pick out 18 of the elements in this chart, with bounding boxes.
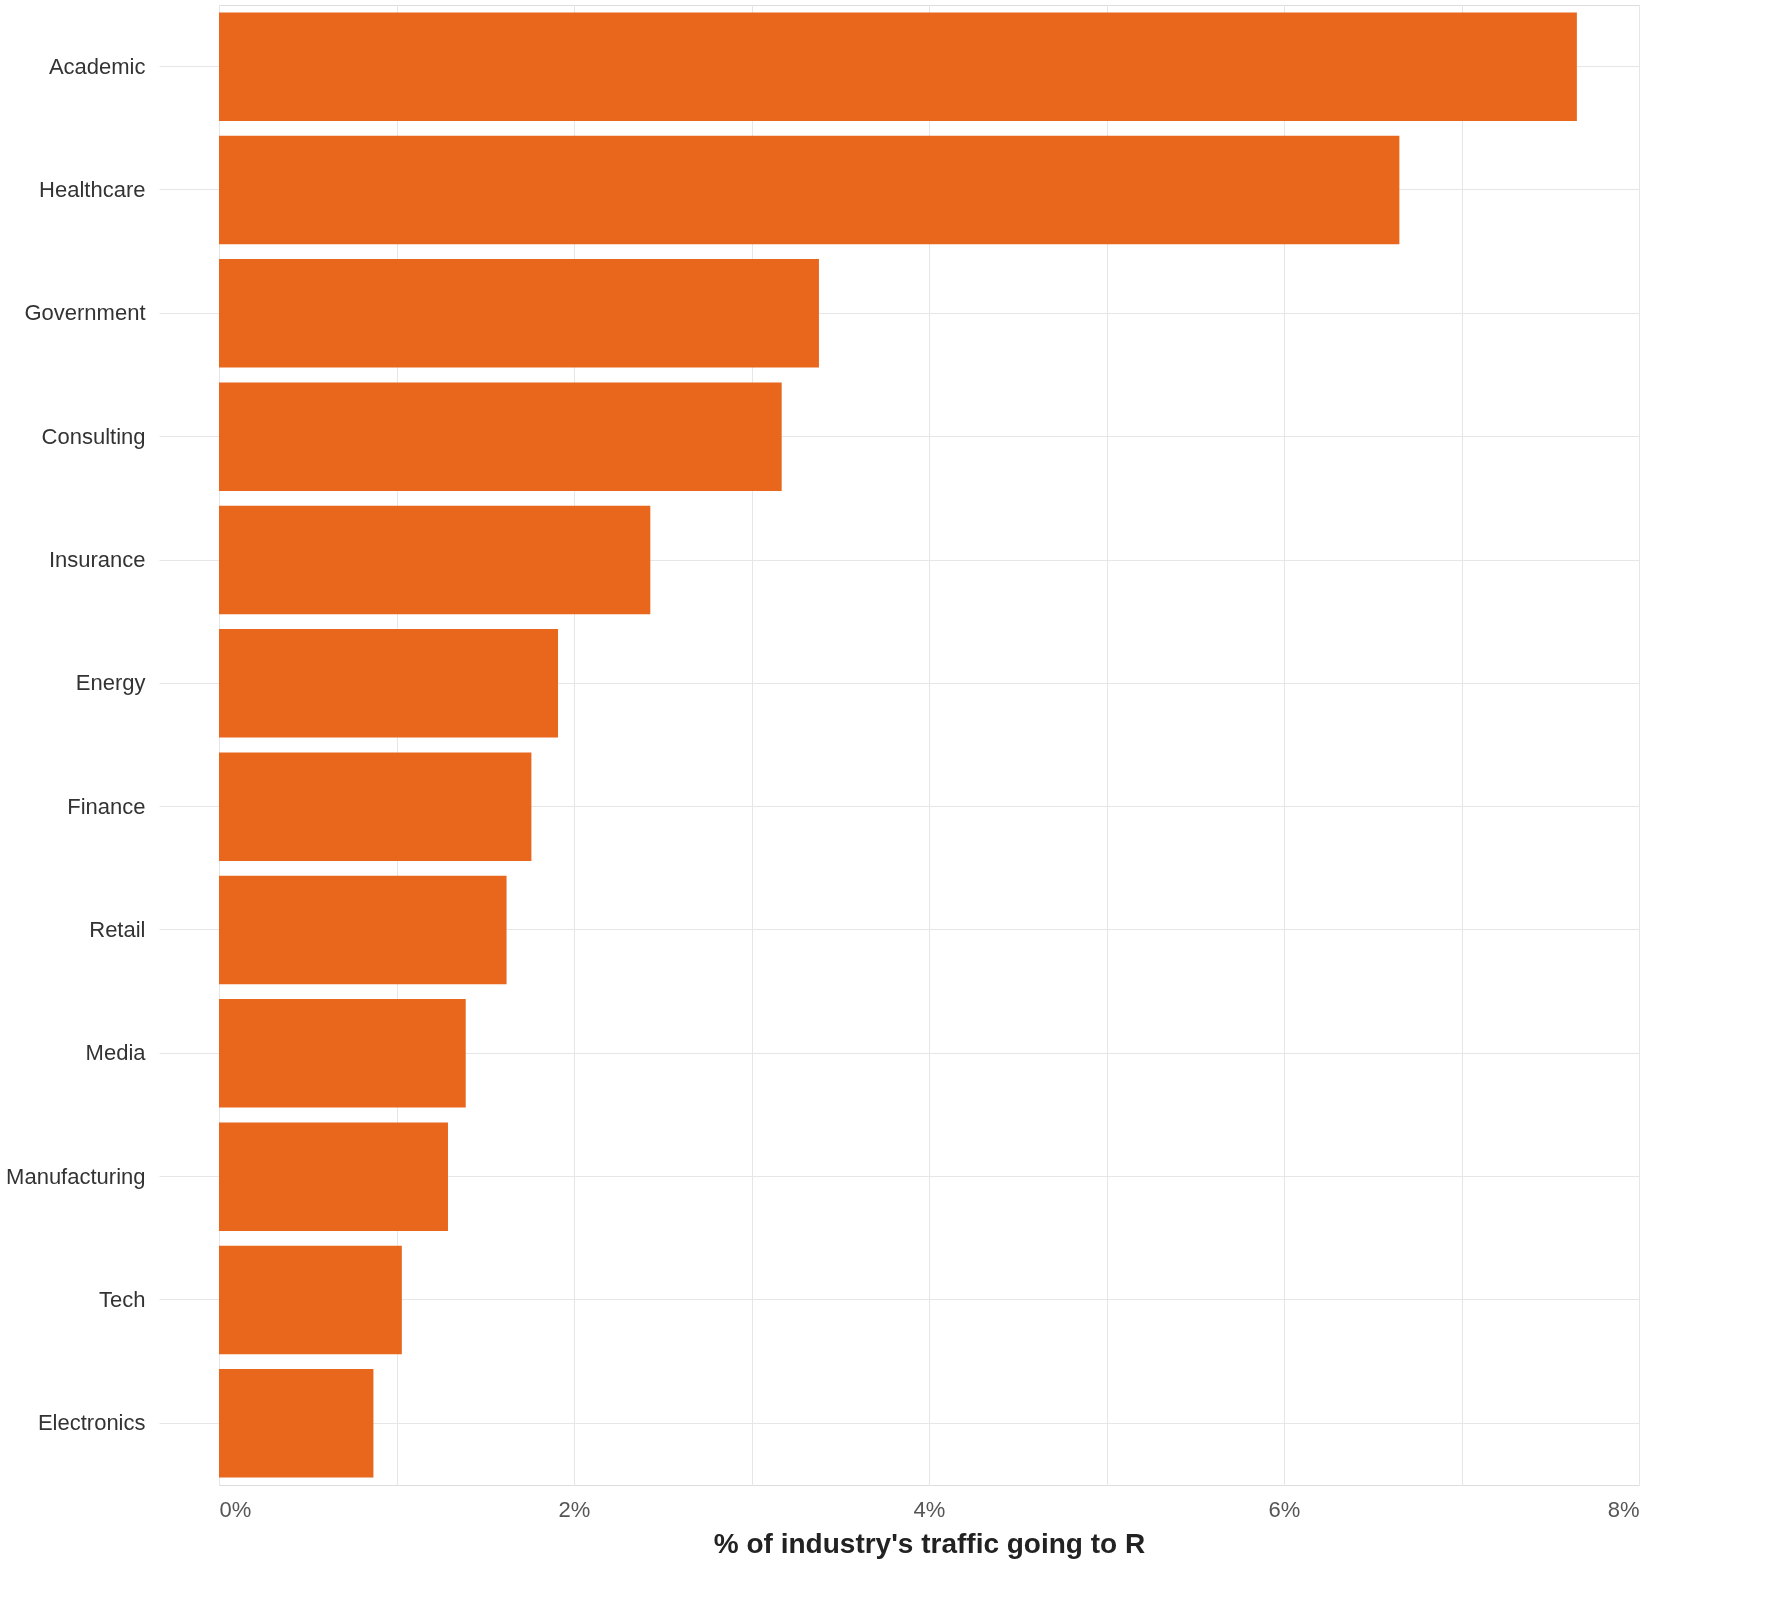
y-tick-label: Consulting	[41, 423, 146, 449]
y-tick-label: Government	[24, 300, 146, 326]
x-tick-label: 8%	[1607, 1496, 1640, 1522]
x-tick-label: 2%	[558, 1496, 591, 1522]
x-axis-title: % of industry's traffic going to R	[713, 1527, 1146, 1559]
x-tick-label: 4%	[913, 1496, 946, 1522]
y-tick-label: Media	[85, 1040, 147, 1066]
y-tick-label: Insurance	[48, 547, 146, 572]
y-tick-label: Manufacturing	[6, 1163, 146, 1189]
y-tick-label: Tech	[99, 1287, 146, 1312]
y-tick-label: Electronics	[37, 1410, 146, 1436]
x-tick-label: 6%	[1268, 1496, 1301, 1522]
y-tick-label: Healthcare	[39, 177, 146, 202]
x-tick-label: 0%	[219, 1496, 252, 1522]
y-tick-label: Retail	[89, 917, 146, 942]
y-tick-label: Energy	[75, 670, 146, 696]
y-tick-label: Finance	[67, 793, 146, 819]
y-tick-label: Academic	[48, 53, 146, 79]
